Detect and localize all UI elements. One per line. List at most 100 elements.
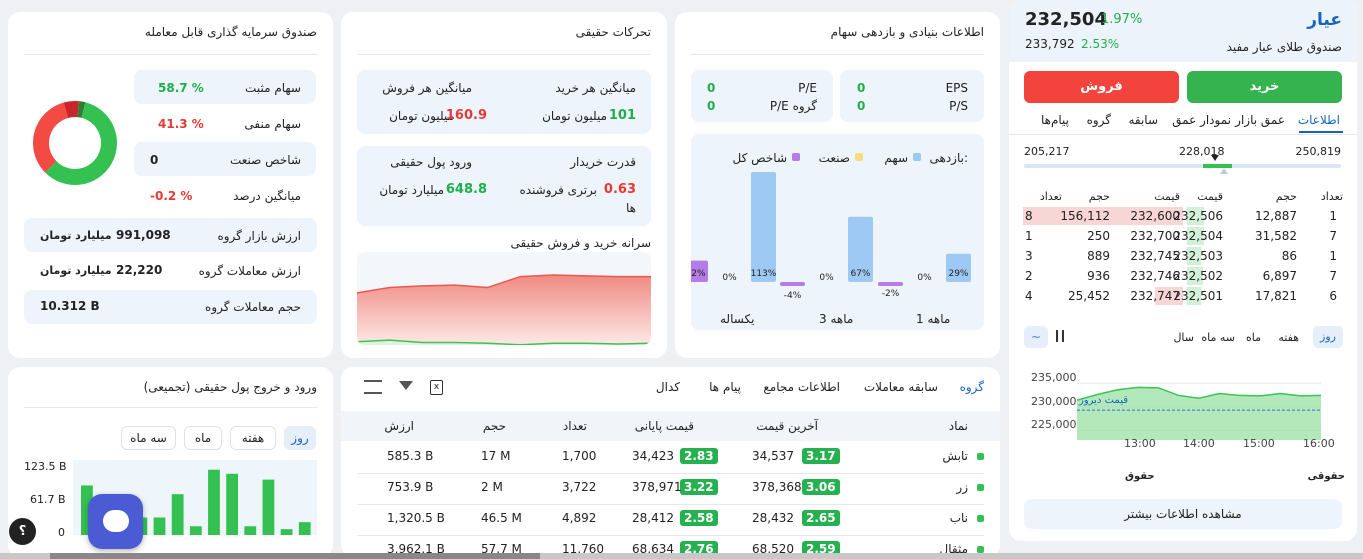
chat-icon: [103, 510, 129, 532]
price-line: [1076, 386, 1322, 401]
flow-period-day[interactable]: روز: [284, 426, 316, 450]
col-count[interactable]: تعداد: [562, 419, 587, 433]
col-volume[interactable]: حجم: [482, 419, 506, 433]
return-bar: [751, 172, 776, 282]
ob-head-price-buy: قیمت: [1197, 190, 1223, 203]
chat-button[interactable]: [88, 494, 143, 549]
market-unit: میلیارد تومان: [40, 229, 112, 242]
orderbook-cell: 232,503: [1173, 249, 1223, 263]
flow-bar: [280, 529, 293, 535]
industry-label: شاخص صنعت: [229, 153, 301, 167]
row-symbol[interactable]: تابش: [942, 449, 968, 463]
tab-trade-history[interactable]: سابقه معاملات: [863, 380, 938, 394]
avg-buy-label: میانگین هر خرید: [555, 81, 636, 95]
return-value-label: 67%: [850, 269, 870, 279]
orderbook-cell: 7: [1329, 229, 1337, 243]
tab-depth-chart[interactable]: نمودار عمق: [1172, 113, 1231, 127]
period-day[interactable]: روز: [1313, 326, 1343, 348]
more-info-button[interactable]: مشاهده اطلاعات بیشتر: [1024, 499, 1342, 529]
row-close: 34,423: [632, 449, 674, 463]
active-tab-indicator: [1299, 131, 1343, 133]
symbol-name: عیار: [1307, 10, 1342, 30]
flow-y-tick: 123.5 B: [24, 460, 67, 473]
tab-codal[interactable]: کدال: [655, 380, 680, 394]
tab-history[interactable]: سابقه: [1128, 113, 1158, 127]
sell-button[interactable]: فروش: [1024, 71, 1179, 103]
power-value: 0.63: [603, 182, 636, 197]
legend-industry: صنعت: [818, 151, 850, 165]
row-divider: [357, 535, 984, 536]
excel-icon[interactable]: x: [430, 380, 443, 395]
return-value-label: -4%: [784, 291, 802, 301]
col-value[interactable]: ارزش: [384, 419, 414, 433]
settings-icon[interactable]: [364, 380, 382, 394]
buy-button[interactable]: خرید: [1187, 71, 1342, 103]
legend-industry-swatch: [855, 153, 863, 161]
bottom-scrollbar[interactable]: [0, 553, 1363, 559]
last-change-badge: 3.06: [802, 479, 840, 495]
tab-group[interactable]: گروه: [959, 380, 984, 394]
row-last: 34,537: [752, 449, 794, 463]
period-week[interactable]: هفته: [1278, 331, 1299, 344]
symbol-header: [1009, 0, 1357, 62]
avg-buy-unit: میلیون تومان: [542, 109, 607, 123]
symbol-panel: عیار صندوق طلای عیار مفید 232,504 1.97% …: [1009, 0, 1357, 541]
col-last[interactable]: آخرین قیمت: [756, 419, 818, 433]
help-button[interactable]: ؟: [9, 518, 36, 545]
last-change-badge: 2.65: [802, 510, 840, 526]
flow-period-3month[interactable]: سه ماه: [121, 426, 176, 450]
tab-info[interactable]: اطلاعات: [1297, 113, 1340, 127]
orderbook-cell: 232,506: [1173, 209, 1223, 223]
orderbook-cell: 232,747: [1130, 289, 1180, 303]
orderbook-cell: 232,700: [1130, 229, 1180, 243]
orderbook-cell: 6: [1329, 289, 1337, 303]
orderbook-cell: 156,112: [1060, 209, 1110, 223]
flow-bar: [153, 517, 166, 535]
row-divider: [357, 504, 984, 505]
group-card: گروه سابقه معاملات اطلاعات مجامع پیام ها…: [341, 367, 1000, 557]
row-symbol[interactable]: زر: [956, 480, 968, 494]
period-year[interactable]: سال: [1173, 331, 1194, 344]
flow-period-week[interactable]: هفته: [230, 426, 276, 450]
tab-depth[interactable]: عمق بازار: [1235, 113, 1285, 127]
pe-group-value: 0: [707, 99, 716, 113]
divider: [24, 54, 317, 55]
row-symbol[interactable]: مثقال: [939, 542, 969, 556]
avg-percent-label: میانگین درصد: [233, 189, 301, 203]
return-value-label: 29%: [948, 269, 968, 279]
power-label: قدرت خریدار: [570, 155, 636, 169]
symbol-dot-icon: [977, 484, 984, 491]
row-symbol[interactable]: ناب: [949, 511, 968, 525]
tab-messages[interactable]: پیام ها: [709, 380, 741, 394]
volume-value: 10.312 B: [40, 299, 100, 313]
pe-group-label: P/E گروه: [769, 99, 817, 113]
tab-group[interactable]: گروه: [1086, 113, 1111, 127]
orderbook-cell: 232,501: [1173, 289, 1223, 303]
legend-stock: سهم: [884, 151, 908, 165]
period-3month[interactable]: سه ماه: [1201, 331, 1235, 344]
candle-icon[interactable]: [1056, 330, 1064, 342]
tab-messages[interactable]: پیام‌ها: [1040, 113, 1069, 127]
table-header: [341, 411, 1000, 441]
returns-box: [691, 134, 984, 330]
buy-line: [357, 339, 651, 345]
row-volume: 17 M: [481, 449, 511, 463]
negative-label: سهام منفی: [244, 117, 301, 131]
col-symbol[interactable]: نماد: [948, 419, 968, 433]
filter-icon[interactable]: [399, 381, 413, 390]
row-close: 378,971: [632, 480, 682, 494]
flow-period-month[interactable]: ماه: [184, 426, 222, 450]
orderbook-cell: 232,746: [1130, 269, 1180, 283]
market-label: ارزش بازار گروه: [217, 229, 301, 243]
flow-y-tick: 61.7 B: [30, 493, 66, 506]
positive-negative-donut: [32, 101, 117, 185]
last-price: 232,504: [1025, 9, 1107, 30]
chart-type-toggle[interactable]: ~: [1024, 326, 1048, 348]
col-close[interactable]: قیمت پایانی: [634, 419, 694, 433]
pe-label: P/E: [798, 81, 817, 95]
tab-assemblies[interactable]: اطلاعات مجامع: [763, 380, 840, 394]
period-month[interactable]: ماه: [1245, 331, 1261, 344]
volume-row: [24, 290, 317, 324]
bottom-scrollbar-thumb[interactable]: [50, 553, 540, 559]
orderbook-cell: 31,582: [1255, 229, 1297, 243]
